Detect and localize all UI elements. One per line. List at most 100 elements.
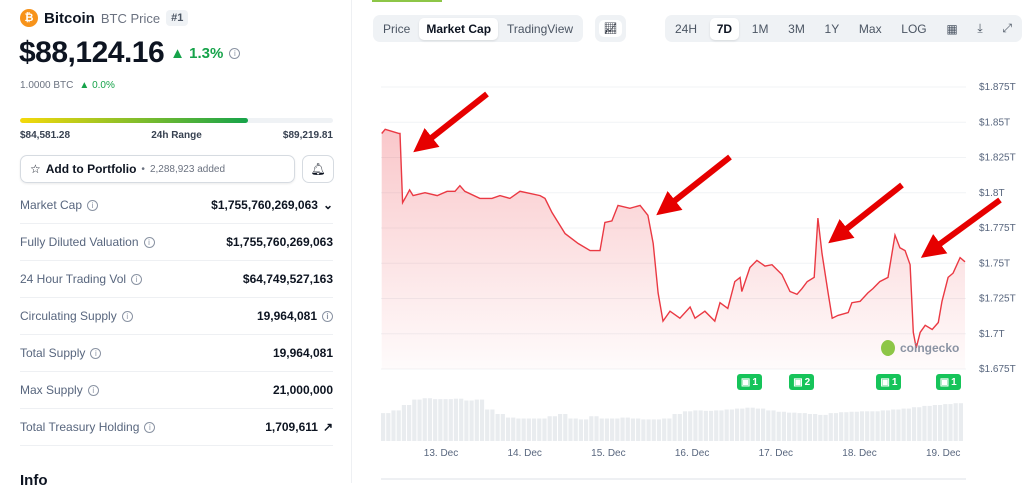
volume-bar bbox=[708, 410, 714, 441]
volume-bar bbox=[516, 418, 521, 441]
volume-bar bbox=[906, 408, 911, 441]
chart-type-tabs: Price Market Cap TradingView bbox=[373, 15, 584, 42]
x-tick-label: 13. Dec bbox=[424, 448, 458, 459]
volume-bar bbox=[771, 410, 776, 441]
volume-bar bbox=[797, 413, 802, 441]
info-icon[interactable]: i bbox=[143, 236, 155, 248]
coingecko-watermark: coingecko bbox=[881, 340, 959, 356]
y-tick-label: $1.875T bbox=[979, 82, 1016, 93]
range-low: $84,581.28 bbox=[20, 130, 71, 141]
volume-bar bbox=[766, 410, 771, 441]
stat-value: 1,709,611 bbox=[265, 420, 318, 434]
range-7d[interactable]: 7D bbox=[709, 17, 740, 40]
stat-label: Max Supply bbox=[20, 383, 83, 397]
stat-row-total-supply: Total Supply i 19,964,081 bbox=[20, 335, 333, 372]
volume-bar bbox=[958, 403, 963, 441]
news-badge[interactable]: ▣ 1 bbox=[736, 374, 762, 390]
range-1y[interactable]: 1Y bbox=[824, 21, 840, 36]
add-to-portfolio-button[interactable]: ☆ Add to Portfolio • 2,288,923 added bbox=[20, 155, 295, 183]
calendar-icon[interactable]: ▦ bbox=[946, 21, 958, 36]
coingecko-logo-icon bbox=[881, 340, 895, 356]
tab-tradingview[interactable]: TradingView bbox=[507, 21, 574, 36]
volume-bar bbox=[787, 412, 792, 441]
stats-table: Market Cap i $1,755,760,269,063 ⌄ Fully Dil… bbox=[20, 187, 333, 446]
volume-bar bbox=[479, 399, 485, 441]
volume-bar bbox=[459, 398, 464, 441]
tab-price[interactable]: Price bbox=[383, 21, 411, 36]
stat-label: Total Supply bbox=[20, 346, 86, 360]
volume-bar bbox=[750, 407, 755, 441]
download-icon[interactable]: ⤓ bbox=[977, 21, 983, 35]
tab-market-cap[interactable]: Market Cap bbox=[419, 17, 499, 40]
volume-bar bbox=[464, 400, 469, 441]
range-1m[interactable]: 1M bbox=[751, 21, 769, 36]
stat-value: $1,755,760,269,063 bbox=[226, 235, 333, 249]
coin-title: ₿ Bitcoin BTC Price #1 bbox=[20, 9, 189, 27]
volume-bar bbox=[485, 409, 490, 441]
volume-bar bbox=[427, 398, 433, 441]
news-icon: ▣ bbox=[880, 376, 890, 388]
range-navigator[interactable] bbox=[381, 478, 966, 480]
volume-bar bbox=[552, 416, 557, 441]
volume-bar bbox=[677, 414, 682, 441]
news-badge[interactable]: ▣ 1 bbox=[876, 374, 902, 390]
info-icon[interactable]: i bbox=[322, 310, 333, 322]
range-24h[interactable]: 24H bbox=[675, 21, 698, 36]
volume-bar bbox=[651, 419, 656, 441]
volume-bar bbox=[844, 412, 849, 441]
volume-bar bbox=[740, 408, 745, 441]
volume-bar bbox=[531, 418, 537, 441]
volume-bar bbox=[412, 399, 417, 441]
stat-row-volume: 24 Hour Trading Vol i $64,749,527,163 bbox=[20, 261, 333, 298]
annotation-arrows bbox=[413, 91, 1002, 258]
news-count: 1 bbox=[951, 376, 957, 388]
info-icon[interactable]: i bbox=[90, 347, 102, 359]
log-scale-toggle[interactable]: LOG bbox=[901, 21, 927, 36]
y-tick-label: $1.825T bbox=[979, 153, 1016, 164]
24h-range-fill bbox=[20, 118, 249, 123]
btc-change-value: 0.0% bbox=[92, 80, 115, 91]
info-icon[interactable]: i bbox=[229, 47, 241, 59]
volume-bar bbox=[526, 418, 531, 441]
fullscreen-icon[interactable]: ⤢ bbox=[1002, 21, 1012, 35]
chevron-down-icon[interactable]: ⌄ bbox=[322, 198, 333, 212]
info-icon[interactable]: i bbox=[121, 310, 133, 322]
info-icon[interactable]: i bbox=[131, 273, 143, 285]
news-badge[interactable]: ▣ 1 bbox=[935, 374, 961, 390]
volume-bar bbox=[682, 411, 688, 441]
external-link-icon[interactable]: ↗ bbox=[322, 420, 333, 434]
range-3m[interactable]: 3M bbox=[788, 21, 805, 36]
volume-bar bbox=[490, 409, 495, 441]
volume-bar bbox=[802, 413, 807, 441]
stat-row-treasury: Total Treasury Holding i 1,709,611 ↗ bbox=[20, 409, 333, 446]
news-badge[interactable]: ▣ 2 bbox=[789, 374, 815, 390]
volume-bar bbox=[381, 413, 386, 441]
volume-bar bbox=[776, 411, 781, 441]
news-icon: ▣ bbox=[740, 376, 751, 388]
volume-bar bbox=[672, 414, 677, 441]
stat-row-max-supply: Max Supply i 21,000,000 bbox=[20, 372, 333, 409]
volume-bar bbox=[943, 404, 948, 441]
line-chart-toggle-button[interactable]: 📈︎ bbox=[595, 15, 626, 42]
volume-bar bbox=[911, 407, 917, 441]
y-tick-label: $1.75T bbox=[979, 258, 1010, 269]
range-label: 24h Range bbox=[151, 130, 202, 141]
info-icon[interactable]: i bbox=[87, 384, 99, 396]
volume-bar bbox=[417, 399, 422, 441]
volume-bar bbox=[407, 405, 412, 441]
stat-label: Circulating Supply bbox=[20, 309, 117, 323]
volume-bar bbox=[422, 398, 427, 441]
stat-value: 19,964,081 bbox=[256, 309, 317, 323]
volume-bar bbox=[859, 411, 865, 441]
info-icon[interactable]: i bbox=[87, 199, 99, 211]
price-alert-button[interactable]: 🔔︎ bbox=[302, 155, 334, 183]
stat-label: Fully Diluted Valuation bbox=[20, 235, 139, 249]
y-tick-label: $1.725T bbox=[979, 294, 1016, 305]
price-change: ▲ 1.3% bbox=[170, 44, 224, 62]
news-icon: ▣ bbox=[793, 376, 803, 388]
y-tick-label: $1.775T bbox=[979, 223, 1016, 234]
range-max[interactable]: Max bbox=[858, 21, 882, 36]
volume-bar bbox=[724, 409, 729, 441]
info-icon[interactable]: i bbox=[144, 421, 156, 433]
